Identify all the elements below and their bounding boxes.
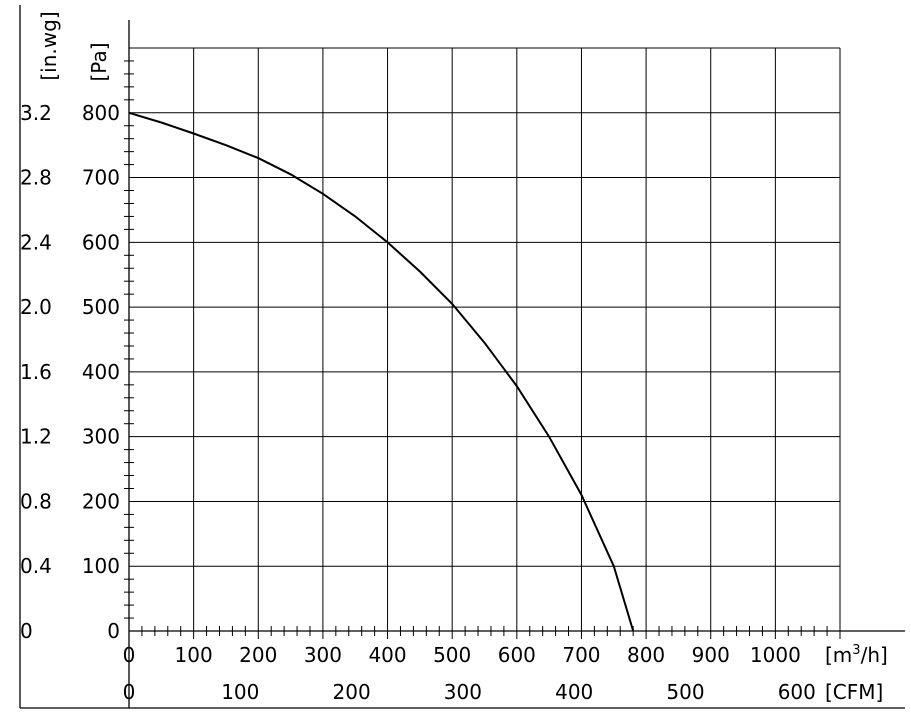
y-tick-label-pa: 800 [82, 101, 120, 125]
grid [128, 47, 841, 632]
tick-labels: 0 0.4 0.8 1.2 1.6 2.0 2.4 2.8 3.2 0 100 200 300 400 50… [20, 101, 816, 704]
y-tick-label-inwg: 2.8 [20, 166, 52, 190]
cfm-unit-label: [CFM] [825, 680, 883, 704]
x-tick-label-cfm: 100 [221, 680, 259, 704]
x-tick-label-m3h: 600 [498, 643, 536, 667]
x-tick-label-m3h: 900 [692, 643, 730, 667]
m3h-unit-label: [m3/h] [825, 643, 888, 667]
pressure-flow-curve [128, 111, 635, 632]
y-tick-label-pa: 0 [107, 619, 120, 643]
y-tick-label-inwg: 0.4 [20, 554, 52, 578]
y-tick-label-pa: 400 [82, 360, 120, 384]
y-tick-label-inwg: 2.0 [20, 295, 52, 319]
y-tick-label-pa: 500 [82, 295, 120, 319]
x-tick-label-m3h: 700 [562, 643, 600, 667]
x-tick-label-m3h: 800 [627, 643, 665, 667]
frame [19, 5, 905, 709]
x-tick-label-m3h: 0 [123, 643, 136, 667]
x-tick-label-m3h: 100 [175, 643, 213, 667]
y-tick-label-inwg: 3.2 [20, 101, 52, 125]
x-tick-label-m3h: 500 [433, 643, 471, 667]
y-tick-label-inwg: 0.8 [20, 489, 52, 513]
inwg-unit-label: [in.wg] [37, 11, 61, 80]
x-tick-label-cfm: 300 [444, 680, 482, 704]
x-tick-label-m3h: 1000 [750, 643, 801, 667]
y-tick-label-inwg: 1.6 [20, 360, 52, 384]
pa-unit-label: [Pa] [87, 42, 111, 81]
x-tick-label-m3h: 400 [368, 643, 406, 667]
y-tick-label-inwg: 1.2 [20, 425, 52, 449]
x-tick-label-cfm: 600 [778, 680, 816, 704]
x-tick-label-cfm: 400 [555, 680, 593, 704]
x-tick-label-cfm: 500 [666, 680, 704, 704]
y-tick-label-pa: 200 [82, 489, 120, 513]
x-tick-label-m3h: 300 [304, 643, 342, 667]
y-tick-label-inwg: 0 [20, 619, 33, 643]
y-tick-label-pa: 700 [82, 166, 120, 190]
y-tick-label-pa: 300 [82, 425, 120, 449]
x-tick-label-cfm: 0 [123, 680, 136, 704]
y-tick-label-pa: 100 [82, 554, 120, 578]
y-tick-label-pa: 600 [82, 230, 120, 254]
x-tick-label-m3h: 200 [239, 643, 277, 667]
x-tick-label-cfm: 200 [333, 680, 371, 704]
y-tick-label-inwg: 2.4 [20, 230, 52, 254]
